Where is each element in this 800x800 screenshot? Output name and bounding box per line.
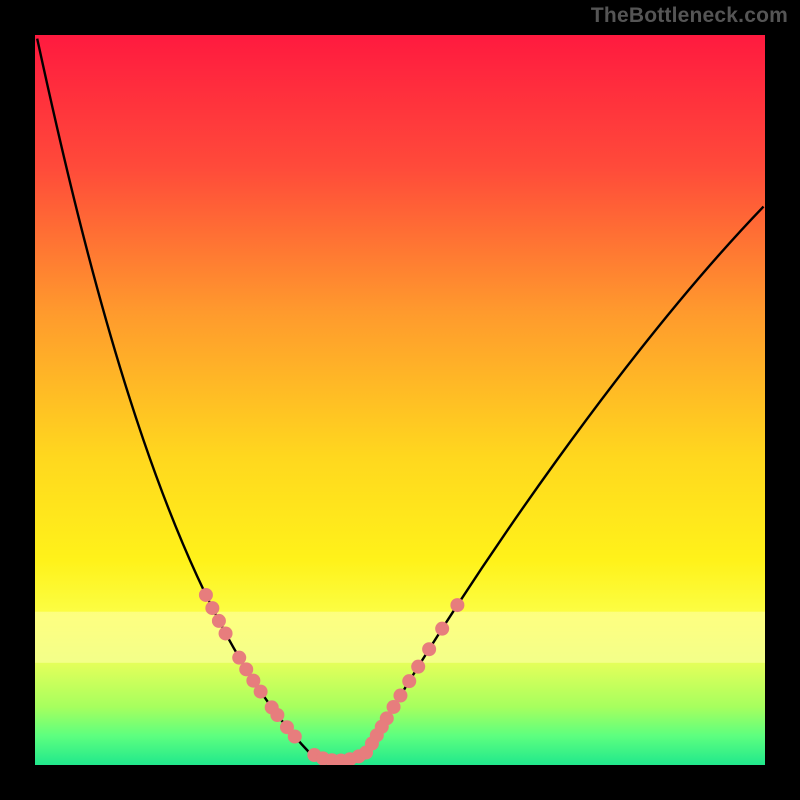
curve-marker <box>254 685 268 699</box>
curve-marker <box>219 626 233 640</box>
pale-horizontal-band <box>35 612 765 663</box>
curve-marker <box>205 601 219 615</box>
curve-marker <box>288 730 302 744</box>
curve-marker <box>422 642 436 656</box>
chart-container: TheBottleneck.com <box>0 0 800 800</box>
curve-marker <box>393 689 407 703</box>
plot-area <box>35 35 765 768</box>
watermark-text: TheBottleneck.com <box>591 4 788 28</box>
curve-marker <box>232 651 246 665</box>
curve-marker <box>270 708 284 722</box>
bottleneck-curve-chart <box>0 0 800 800</box>
curve-marker <box>450 598 464 612</box>
curve-marker <box>212 614 226 628</box>
curve-marker <box>435 622 449 636</box>
curve-marker <box>411 660 425 674</box>
curve-marker <box>402 674 416 688</box>
curve-marker <box>199 588 213 602</box>
